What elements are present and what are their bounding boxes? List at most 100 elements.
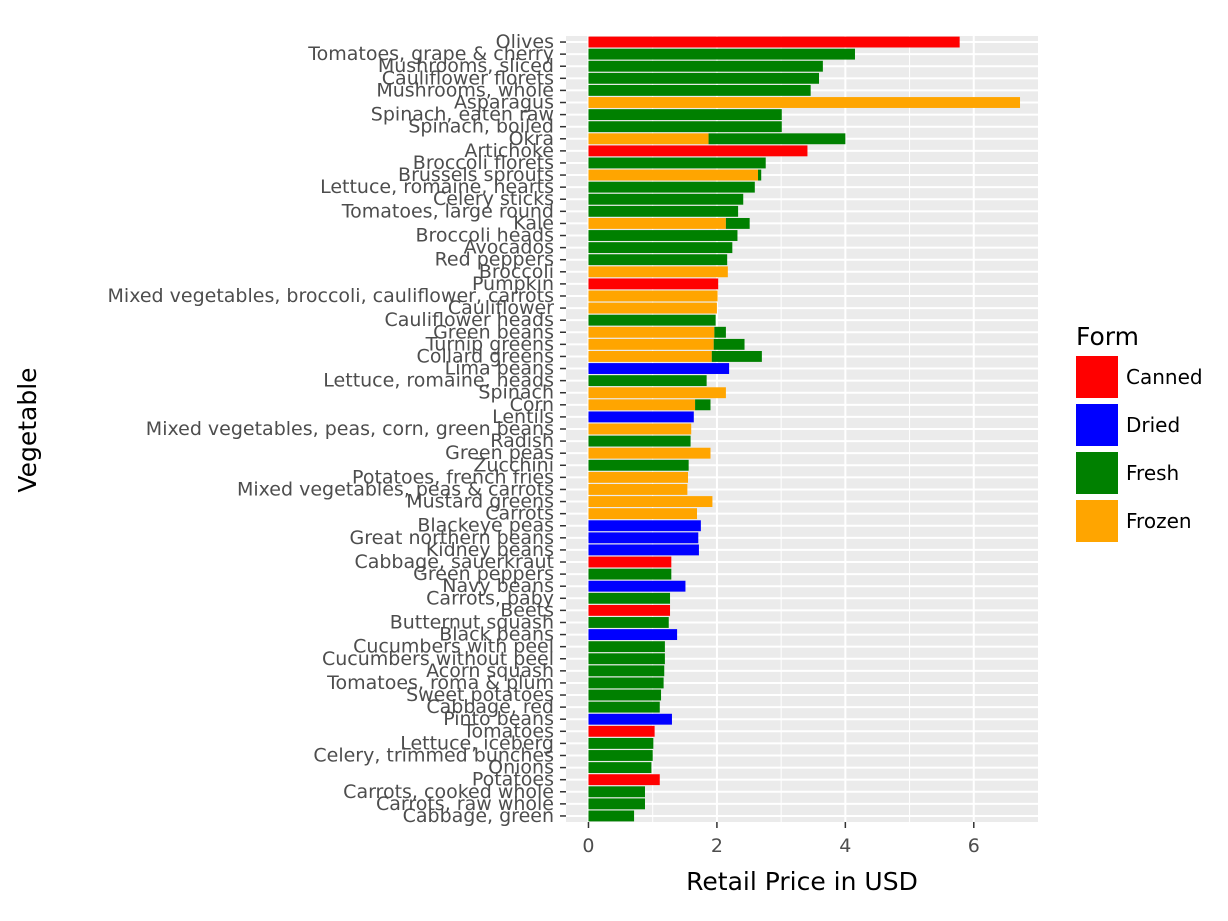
y-tick-label: Carrots, cooked whole (343, 781, 554, 803)
bar-fresh (588, 314, 716, 326)
y-tick-label: Corn (510, 394, 554, 416)
bar-frozen (588, 471, 689, 483)
legend-swatch-dried (1076, 404, 1118, 446)
bar-fresh (708, 133, 846, 145)
y-tick-label: Lentils (492, 406, 554, 428)
bar-fresh (588, 568, 672, 580)
y-tick-label: Cucumbers with peel (353, 636, 554, 658)
bar-fresh (588, 810, 635, 822)
bar-frozen (588, 484, 688, 495)
bar-fresh (588, 653, 665, 665)
y-tick-label: Tomatoes (462, 720, 554, 742)
bar-frozen (588, 290, 718, 302)
bar-fresh (713, 338, 745, 350)
y-tick-label: Cauliflower florets (382, 67, 554, 89)
bar-fresh (588, 762, 652, 774)
y-tick-label: Tomatoes, roma & plum (326, 672, 554, 694)
bar-fresh (588, 592, 671, 604)
y-tick-label: Collard greens (417, 345, 554, 367)
bar-fresh (588, 205, 739, 217)
bar-frozen (588, 338, 714, 350)
bar-fresh (588, 48, 855, 60)
y-tick-label: Beets (500, 599, 554, 621)
bar-fresh (588, 60, 823, 72)
bar-fresh (725, 217, 750, 229)
y-tick-label: Mushrooms, whole (376, 79, 554, 101)
bar-frozen (588, 326, 715, 338)
y-tick-label: Lima beans (445, 358, 554, 380)
bars (588, 36, 1021, 822)
y-tick-label: Cauliflower heads (384, 309, 554, 331)
bar-frozen (588, 133, 709, 145)
bar-fresh (588, 375, 707, 387)
y-tick-label: Blackeye peas (417, 515, 554, 537)
x-tick-label: 6 (968, 835, 980, 857)
y-tick-label: Radish (490, 430, 554, 452)
bar-fresh (588, 689, 662, 701)
bar-fresh (588, 677, 664, 689)
y-tick-label: Tomatoes, large round (341, 200, 554, 222)
y-tick-label: Zucchini (473, 454, 554, 476)
y-tick-label: Spinach (478, 382, 554, 404)
y-tick-label: Broccoli heads (415, 225, 554, 247)
y-tick-label: Spinach, boiled (408, 116, 554, 138)
bar-fresh (588, 84, 811, 96)
y-tick-label: Mixed vegetables, peas & carrots (237, 478, 554, 500)
bar-dried (588, 411, 694, 423)
legend-label-frozen: Frozen (1126, 509, 1192, 533)
legend-swatch-frozen (1076, 500, 1118, 542)
x-tick-label: 4 (839, 835, 851, 857)
bar-canned (588, 278, 719, 290)
bar-frozen (588, 447, 711, 459)
bar-fresh (588, 230, 738, 241)
y-tick-label: Avocados (464, 237, 554, 259)
bar-canned (588, 774, 660, 786)
bar-frozen (588, 496, 713, 507)
bar-frozen (588, 217, 726, 229)
legend-label-fresh: Fresh (1126, 461, 1179, 485)
bar-fresh (588, 701, 660, 713)
bar-frozen (588, 351, 712, 362)
y-tick-label: Pinto beans (443, 708, 554, 730)
bar-fresh (588, 109, 782, 121)
bar-fresh (588, 798, 645, 810)
bar-frozen (588, 169, 759, 181)
bar-fresh (588, 435, 691, 447)
y-tick-label: Mustard greens (406, 491, 554, 513)
bar-dried (588, 580, 686, 592)
y-tick-label: Artichoke (464, 140, 554, 162)
bar-fresh (588, 193, 744, 205)
bar-fresh (588, 242, 733, 254)
y-tick-label: Onions (488, 757, 554, 779)
x-tick-label: 2 (711, 835, 723, 857)
y-tick-label: Green beans (433, 321, 554, 343)
x-axis-ticks: 0 2 4 6 (582, 822, 980, 857)
y-tick-label: Green peppers (413, 563, 554, 585)
bar-frozen (588, 302, 717, 314)
y-tick-label: Olives (496, 31, 554, 53)
y-tick-label: Lettuce, iceberg (400, 732, 554, 754)
bar-fresh (588, 641, 665, 653)
y-tick-label: Kale (513, 212, 554, 234)
y-tick-label: Cucumbers without peel (322, 648, 554, 670)
y-tick-label: Okra (509, 128, 554, 150)
x-axis-title: Retail Price in USD (686, 867, 918, 896)
legend-title: Form (1076, 322, 1139, 351)
y-tick-label: Butternut squash (390, 611, 554, 633)
bar-fresh (758, 169, 762, 181)
y-tick-label: Potatoes, french fries (352, 466, 554, 488)
bar-frozen (588, 508, 698, 520)
bar-canned (588, 145, 808, 157)
bar-fresh (588, 181, 755, 193)
legend-label-dried: Dried (1126, 413, 1180, 437)
bar-fresh (588, 121, 782, 133)
y-tick-label: Cabbage, sauerkraut (354, 551, 554, 573)
legend-swatch-canned (1076, 356, 1118, 398)
y-tick-label: Celery, trimmed bunches (313, 744, 554, 766)
bar-dried (588, 713, 672, 725)
y-tick-label: Red peppers (435, 249, 554, 271)
bar-dried (588, 544, 699, 556)
bar-dried (588, 629, 678, 641)
